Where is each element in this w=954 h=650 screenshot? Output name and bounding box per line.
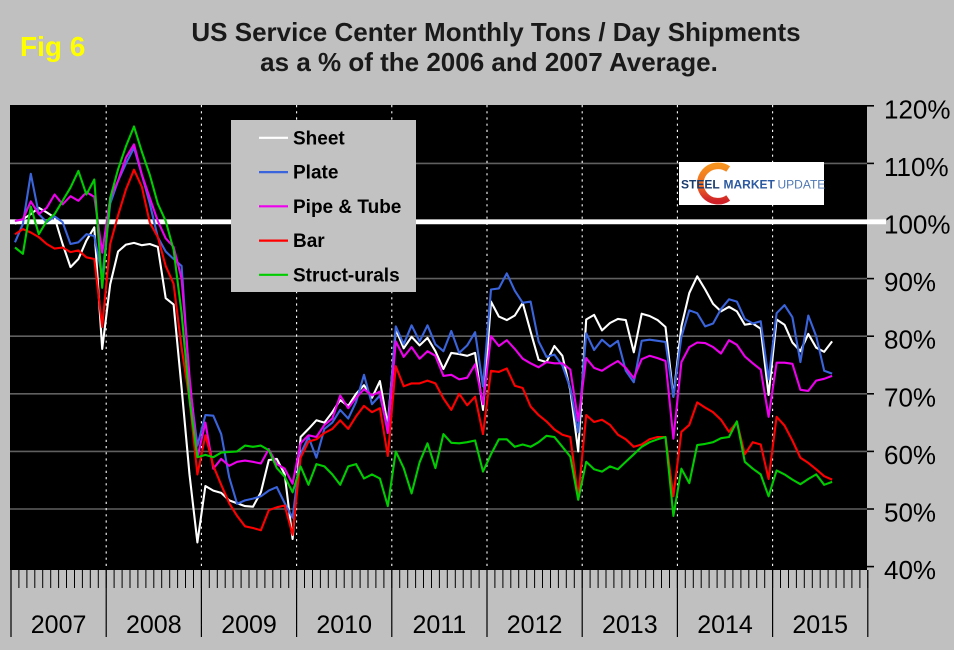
svg-text:60%: 60% (884, 440, 936, 470)
svg-text:2014: 2014 (697, 611, 753, 639)
svg-text:MARKET: MARKET (724, 178, 776, 192)
svg-text:Plate: Plate (293, 163, 338, 184)
svg-text:2015: 2015 (792, 611, 848, 639)
svg-text:2009: 2009 (221, 611, 277, 639)
svg-text:2011: 2011 (413, 611, 467, 639)
svg-text:US Service Center Monthly Tons: US Service Center Monthly Tons / Day Shi… (191, 17, 800, 47)
svg-text:100%: 100% (884, 210, 951, 240)
svg-text:70%: 70% (884, 382, 936, 412)
svg-text:2013: 2013 (602, 611, 658, 639)
svg-text:Fig 6: Fig 6 (20, 31, 85, 62)
svg-text:Struct-urals: Struct-urals (293, 265, 400, 286)
svg-text:40%: 40% (884, 555, 936, 585)
svg-text:Pipe & Tube: Pipe & Tube (293, 197, 401, 218)
svg-text:110%: 110% (884, 152, 949, 182)
svg-text:as a % of the 2006 and 2007 Av: as a % of the 2006 and 2007 Average. (260, 47, 718, 77)
svg-text:Sheet: Sheet (293, 128, 345, 149)
svg-text:80%: 80% (884, 325, 936, 355)
svg-text:90%: 90% (884, 267, 936, 297)
svg-text:UPDATE: UPDATE (778, 178, 826, 192)
svg-text:Bar: Bar (293, 231, 325, 252)
svg-text:2012: 2012 (507, 611, 563, 639)
svg-text:2010: 2010 (316, 611, 372, 639)
svg-text:STEEL: STEEL (681, 178, 720, 192)
svg-text:2008: 2008 (126, 611, 182, 639)
svg-text:50%: 50% (884, 498, 936, 528)
svg-text:2007: 2007 (31, 611, 87, 639)
svg-text:120%: 120% (884, 94, 951, 124)
